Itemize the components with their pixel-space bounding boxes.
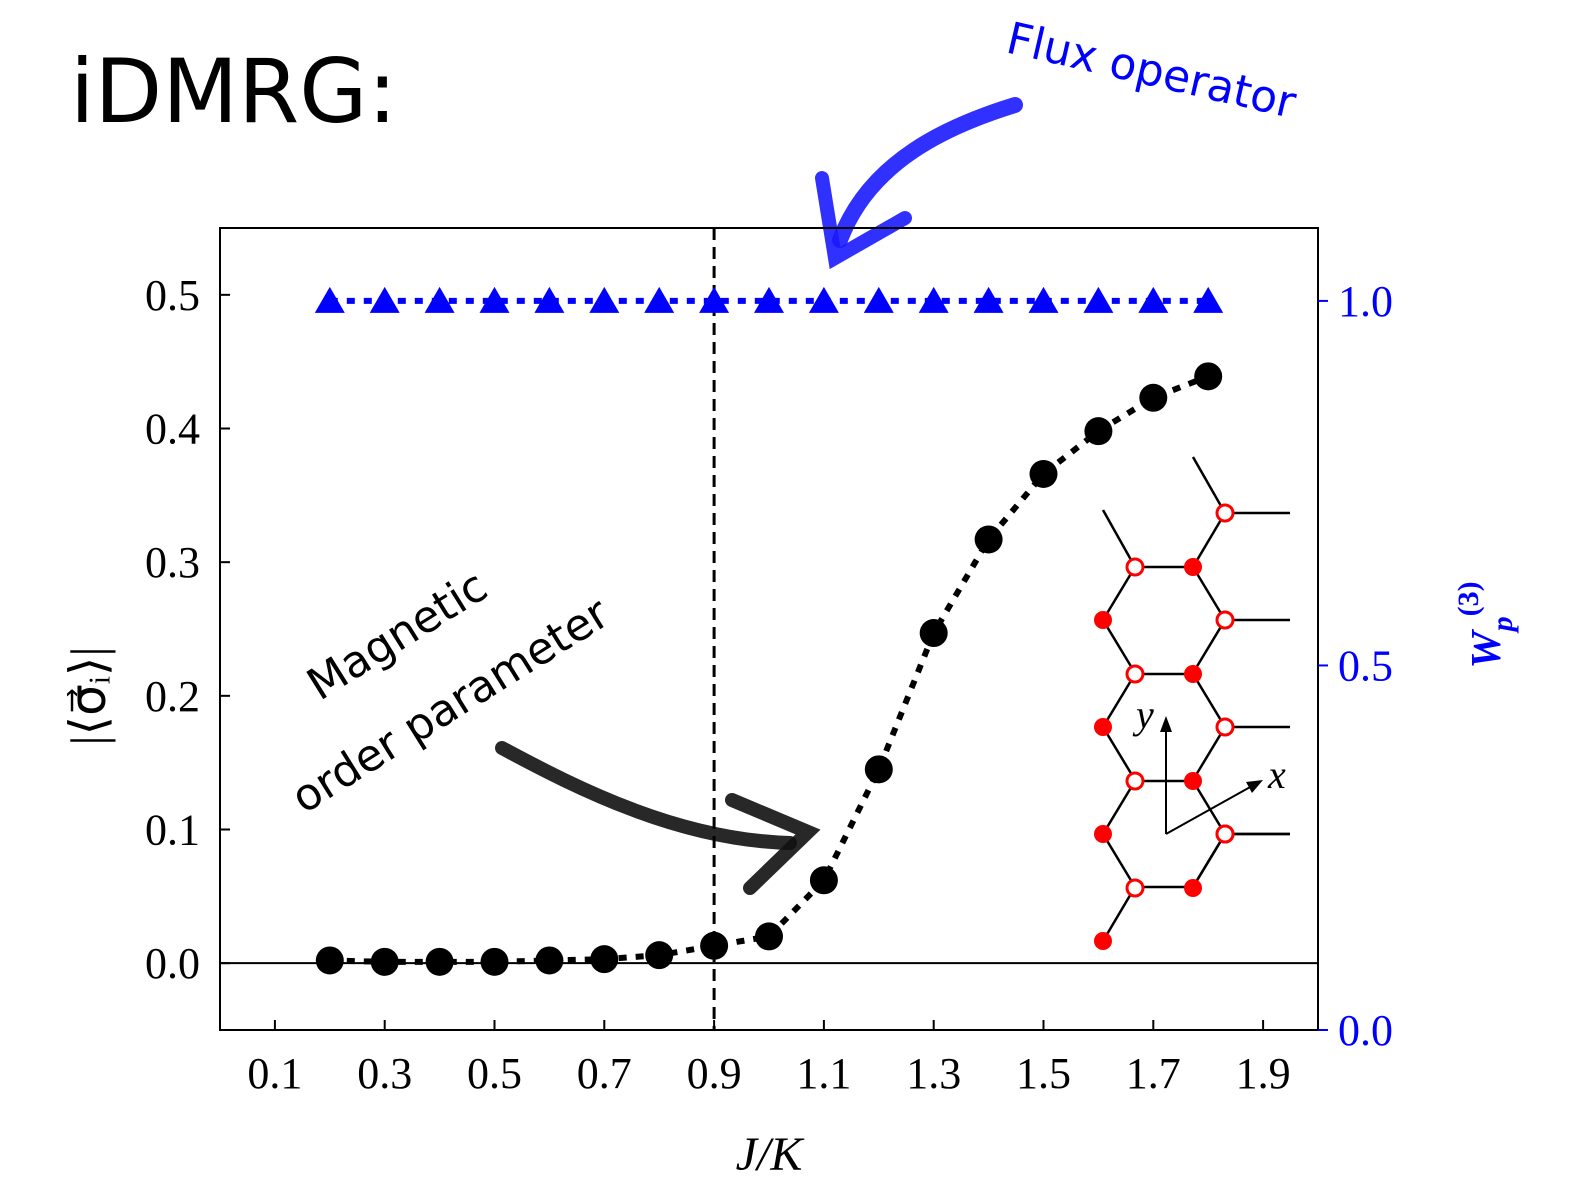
circle-marker	[371, 948, 399, 976]
y-tick-label: 0.3	[145, 538, 200, 587]
inset-x-label: x	[1267, 752, 1286, 797]
y-tick-label: 0.0	[145, 939, 200, 988]
x-tick-label: 1.1	[796, 1049, 851, 1098]
y2-axis-label: Wp(3)	[1452, 581, 1519, 668]
lattice-site	[1217, 719, 1233, 735]
lattice-site	[1127, 559, 1143, 575]
y2-label-sub: p	[1486, 616, 1519, 634]
inset-y-label: y	[1132, 692, 1154, 737]
triangle-marker	[589, 287, 619, 313]
circle-marker	[810, 866, 838, 894]
circle-marker	[700, 932, 728, 960]
inset-arrowhead	[1246, 780, 1263, 793]
x-tick-label: 0.3	[357, 1049, 412, 1098]
lattice-site	[1184, 558, 1202, 576]
lattice-site	[1127, 666, 1143, 682]
y-tick-label: 0.5	[145, 271, 200, 320]
y-tick-label: 0.1	[145, 806, 200, 855]
lattice-site	[1094, 932, 1112, 950]
circle-marker	[1194, 362, 1222, 390]
x-tick-label: 0.5	[467, 1049, 522, 1098]
circle-marker	[426, 948, 454, 976]
triangle-marker	[864, 287, 894, 313]
circle-marker	[535, 946, 563, 974]
y2-label-base: W	[1464, 629, 1510, 669]
circle-marker	[645, 941, 673, 969]
circle-marker	[755, 922, 783, 950]
triangle-marker	[644, 287, 674, 313]
circle-marker	[1139, 384, 1167, 412]
lattice-bond	[1193, 457, 1225, 513]
inset-axis	[1166, 786, 1252, 834]
circle-marker	[975, 525, 1003, 553]
y2-tick-label: 0.0	[1338, 1006, 1393, 1055]
lattice-bond	[1103, 510, 1135, 567]
x-tick-label: 1.9	[1236, 1049, 1291, 1098]
x-tick-label: 0.7	[577, 1049, 632, 1098]
y-tick-label: 0.2	[145, 672, 200, 721]
lattice-site	[1184, 772, 1202, 790]
circle-marker	[316, 946, 344, 974]
circle-marker	[481, 948, 509, 976]
circle-marker	[865, 755, 893, 783]
triangle-marker	[1083, 287, 1113, 313]
x-tick-label: 1.3	[906, 1049, 961, 1098]
x-tick-label: 0.1	[247, 1049, 302, 1098]
lattice-site	[1094, 718, 1112, 736]
x-axis-label: J/K	[736, 1128, 806, 1181]
y-tick-label: 0.4	[145, 405, 200, 454]
lattice-site	[1217, 612, 1233, 628]
circle-marker	[590, 945, 618, 973]
lattice-site	[1094, 825, 1112, 843]
circle-marker	[1084, 417, 1112, 445]
triangle-marker	[370, 287, 400, 313]
lattice-bond	[1103, 727, 1135, 780]
lattice-site	[1184, 879, 1202, 897]
x-tick-label: 1.5	[1016, 1049, 1071, 1098]
lattice-bond	[1103, 834, 1135, 887]
lattice-site	[1127, 880, 1143, 896]
circle-marker	[920, 619, 948, 647]
y-axis-label: |⟨σ⃗ᵢ⟩|	[60, 647, 116, 746]
lattice-site	[1127, 773, 1143, 789]
flux-arrow	[822, 105, 1015, 258]
y2-tick-label: 0.5	[1338, 641, 1393, 690]
page: iDMRG: J/K |⟨σ⃗ᵢ⟩| Wp(3) Flux operator M…	[0, 0, 1593, 1203]
lattice-site	[1217, 505, 1233, 521]
magnetic-arrow	[502, 748, 808, 888]
y2-tick-label: 1.0	[1338, 277, 1393, 326]
lattice-site	[1217, 826, 1233, 842]
inset-arrowhead	[1160, 716, 1172, 732]
x-tick-label: 0.9	[687, 1049, 742, 1098]
x-tick-label: 1.7	[1126, 1049, 1181, 1098]
triangle-marker	[315, 287, 345, 313]
inset-lattice: yx	[1094, 457, 1290, 950]
lattice-site	[1094, 611, 1112, 629]
chart: iDMRG: J/K |⟨σ⃗ᵢ⟩| Wp(3) Flux operator M…	[0, 0, 1593, 1198]
flux-annotation: Flux operator	[1002, 13, 1301, 129]
lattice-bond	[1103, 620, 1135, 673]
lattice-site	[1184, 665, 1202, 683]
y2-label-sup: (3)	[1452, 581, 1485, 616]
circle-marker	[1030, 460, 1058, 488]
chart-title: iDMRG:	[70, 40, 397, 143]
